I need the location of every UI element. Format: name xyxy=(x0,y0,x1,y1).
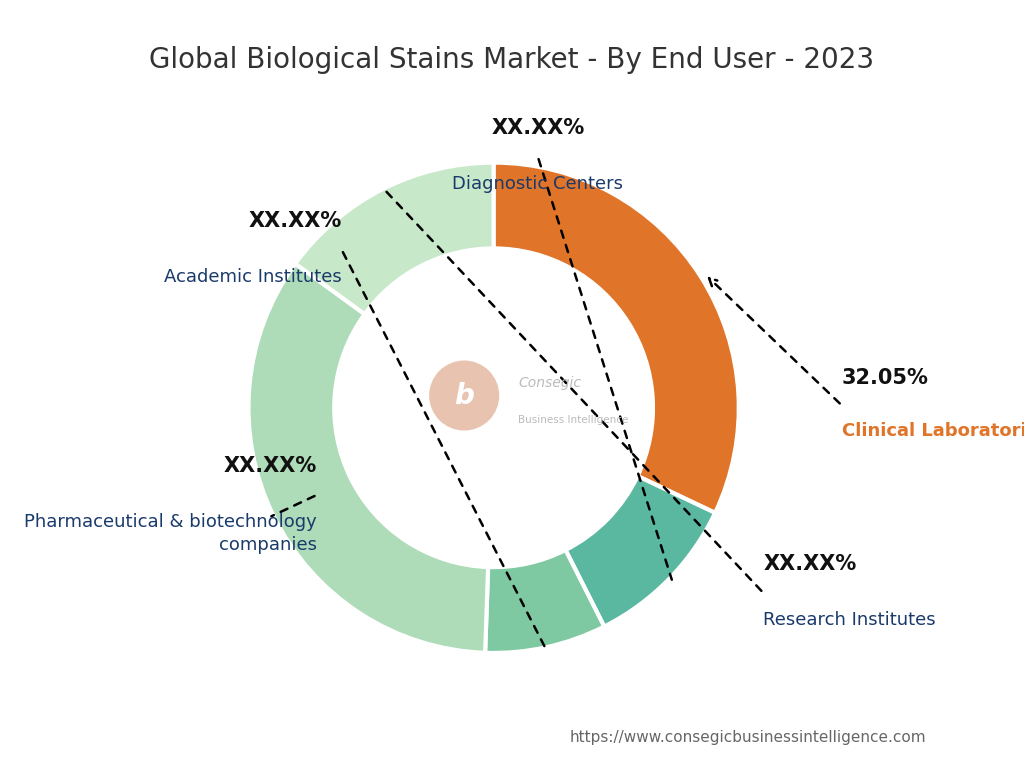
Wedge shape xyxy=(494,163,738,513)
Text: XX.XX%: XX.XX% xyxy=(249,211,342,231)
Text: XX.XX%: XX.XX% xyxy=(224,456,317,476)
Text: Diagnostic Centers: Diagnostic Centers xyxy=(453,175,624,193)
Text: Clinical Laboratories: Clinical Laboratories xyxy=(842,422,1024,441)
Text: Pharmaceutical & biotechnology
companies: Pharmaceutical & biotechnology companies xyxy=(25,513,317,554)
Text: 32.05%: 32.05% xyxy=(842,368,929,388)
Text: b: b xyxy=(455,382,474,409)
Wedge shape xyxy=(295,163,494,314)
Wedge shape xyxy=(485,550,604,653)
Wedge shape xyxy=(565,476,715,627)
Text: Research Institutes: Research Institutes xyxy=(763,611,936,629)
Text: https://www.consegicbusinessintelligence.com: https://www.consegicbusinessintelligence… xyxy=(569,730,926,745)
Text: XX.XX%: XX.XX% xyxy=(492,118,585,138)
Text: XX.XX%: XX.XX% xyxy=(763,554,856,574)
Text: Academic Institutes: Academic Institutes xyxy=(164,268,342,286)
Circle shape xyxy=(430,361,499,430)
Wedge shape xyxy=(249,263,488,653)
Text: Business Intelligence: Business Intelligence xyxy=(518,415,629,425)
Text: Global Biological Stains Market - By End User - 2023: Global Biological Stains Market - By End… xyxy=(150,46,874,74)
Text: Consegic: Consegic xyxy=(518,376,582,390)
